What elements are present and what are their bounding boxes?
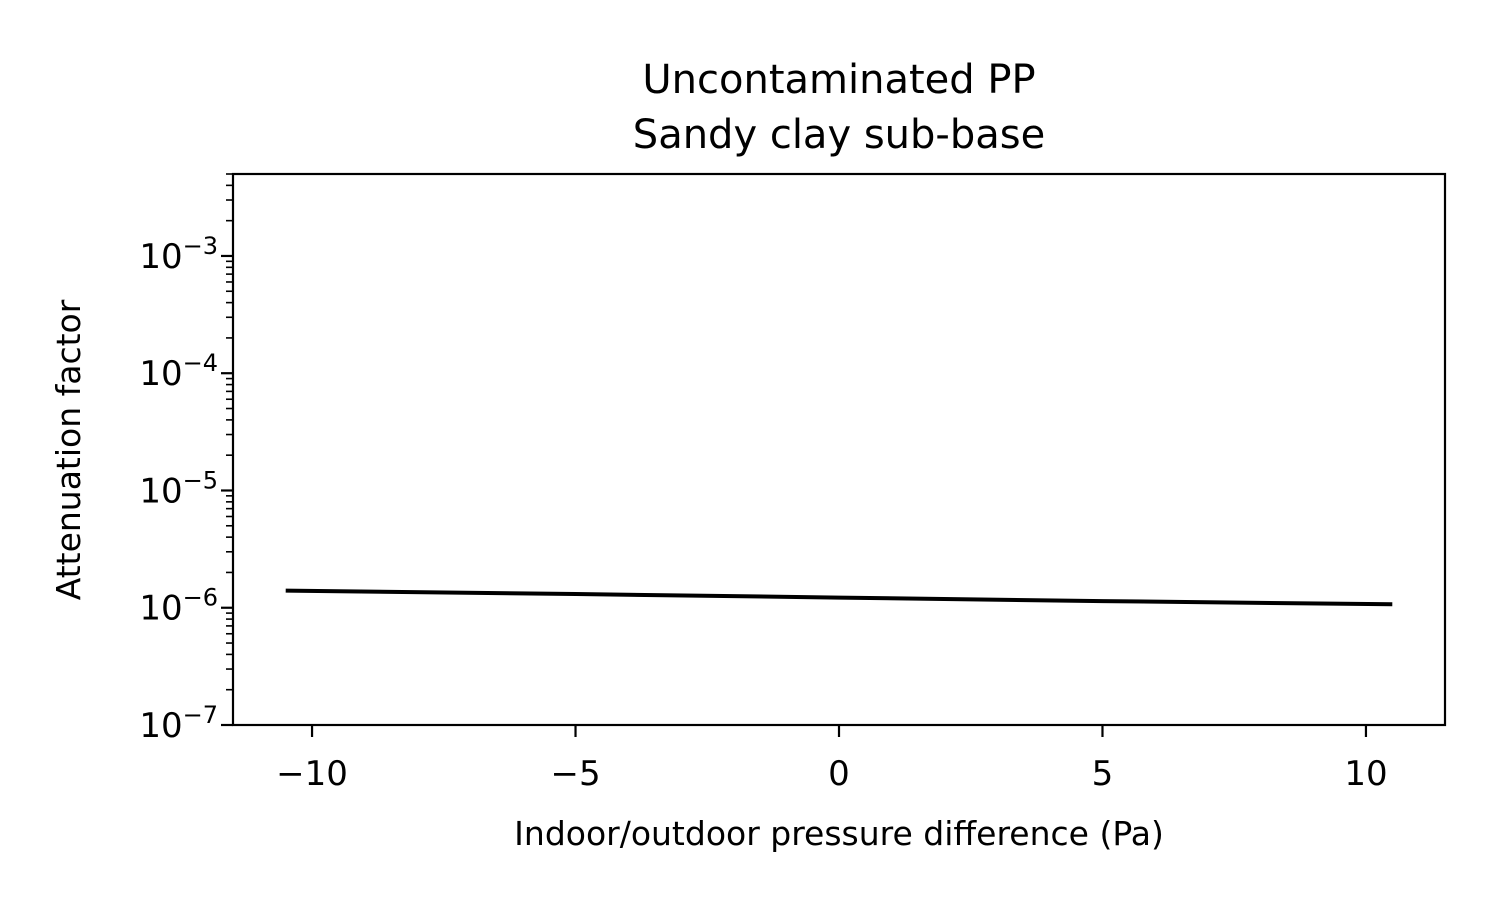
plot-frame xyxy=(231,172,1447,727)
y-tick-label-base: 10 xyxy=(139,354,182,394)
y-tick-label-base: 10 xyxy=(139,706,182,746)
y-tick-label-base: 10 xyxy=(139,237,182,277)
x-axis-label: Indoor/outdoor pressure difference (Pa) xyxy=(514,814,1164,853)
x-ticks: −10 −5 0 5 10 xyxy=(276,725,1388,794)
y-tick-label-exponent: −7 xyxy=(183,701,218,729)
chart-subtitle: Sandy clay sub-base xyxy=(633,112,1045,158)
y-tick-label-base: 10 xyxy=(139,471,182,511)
y-tick-label: 10−3 xyxy=(139,232,218,277)
chart-title: Uncontaminated PP xyxy=(642,57,1035,103)
y-major-ticks: 10−710−610−510−410−3 xyxy=(139,232,233,746)
y-tick-label-exponent: −6 xyxy=(183,584,218,612)
series-line xyxy=(285,588,1393,607)
x-tick-label: 10 xyxy=(1344,754,1387,794)
y-tick-label: 10−5 xyxy=(139,466,218,511)
x-tick-label: −5 xyxy=(550,754,600,794)
x-tick-label: −10 xyxy=(276,754,348,794)
y-tick-label: 10−7 xyxy=(139,701,218,746)
x-tick-label: 5 xyxy=(1092,754,1114,794)
y-axis-label: Attenuation factor xyxy=(49,299,88,600)
y-tick-label-exponent: −4 xyxy=(183,349,218,377)
y-minor-ticks xyxy=(226,173,233,691)
y-tick-label: 10−6 xyxy=(139,584,218,629)
y-tick-label-base: 10 xyxy=(139,589,182,629)
series-layer xyxy=(285,588,1393,607)
y-tick-label-exponent: −5 xyxy=(183,466,218,494)
y-tick-label: 10−4 xyxy=(139,349,218,394)
y-tick-label-exponent: −3 xyxy=(183,232,218,260)
x-tick-label: 0 xyxy=(828,754,850,794)
